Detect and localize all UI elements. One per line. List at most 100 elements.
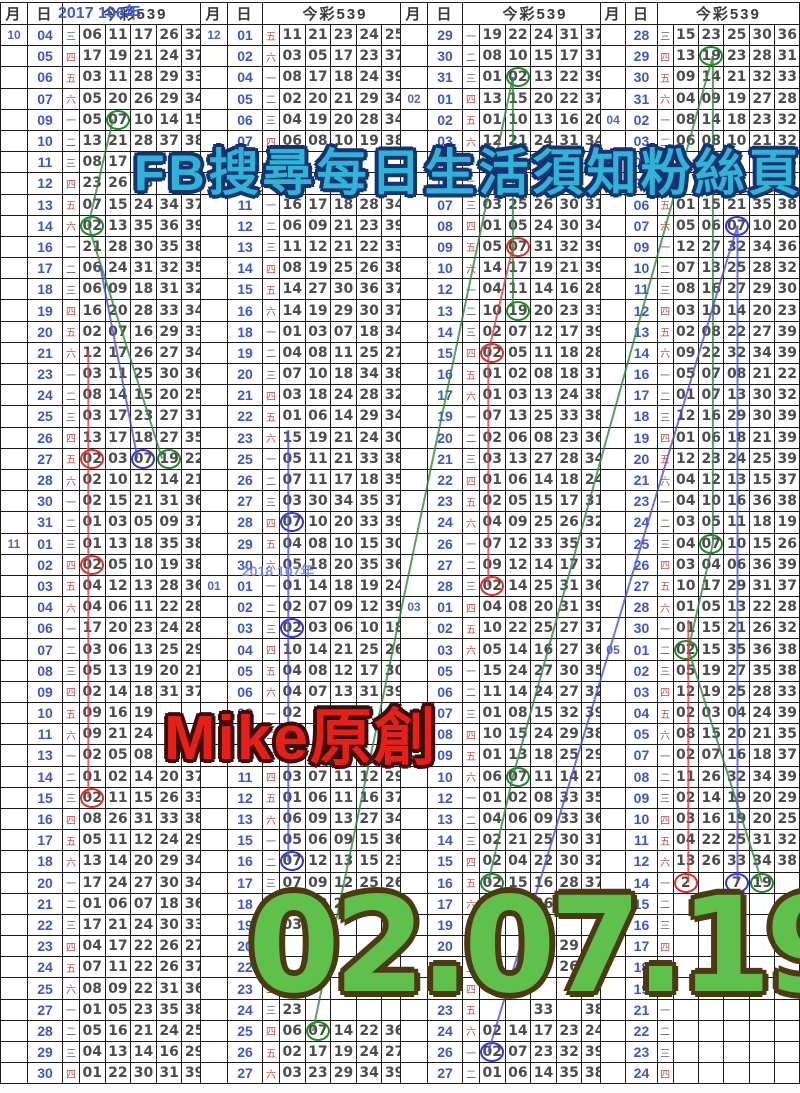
number-cell: 31	[155, 490, 183, 513]
circled-number: 02	[480, 1042, 505, 1062]
table-row: 13 六 06 09 13 27 34	[200, 807, 408, 831]
table-row: 24 二 03 05 11 18 19	[599, 511, 800, 534]
number-cell: 36	[774, 235, 800, 259]
weekday-cell: 五	[262, 151, 280, 174]
weekday-cell: 二	[656, 257, 674, 280]
number-cell: 24	[355, 66, 383, 89]
number-cell: 35	[748, 659, 776, 682]
month-cell	[200, 341, 228, 365]
month-cell	[200, 235, 228, 259]
table-row: 12 五 01 06 11 16 37	[200, 786, 408, 809]
day-cell: 17	[27, 829, 63, 852]
month-cell	[200, 553, 228, 576]
day-cell: 23	[625, 490, 658, 513]
number-cell: 05	[672, 214, 699, 237]
number-cell: 08	[279, 66, 306, 89]
day-cell: 01	[427, 596, 463, 619]
number-cell	[748, 1040, 776, 1064]
table-row: 08 四 01 05 24 30 34	[400, 214, 608, 237]
day-cell: 24	[227, 998, 263, 1021]
number-cell: 03	[279, 913, 306, 937]
circled-number: 19	[506, 300, 530, 321]
weekday-cell: 三	[62, 405, 80, 428]
weekday-cell: 四	[62, 426, 80, 449]
number-cell: 29	[555, 723, 583, 746]
number-cell: 12	[104, 574, 132, 598]
day-cell: 03	[27, 574, 63, 598]
number-cell: 06	[504, 426, 532, 449]
table-row: 02 二 02 07 09 12 39	[200, 596, 408, 619]
weekday-cell: 三	[462, 829, 480, 852]
month-cell	[0, 617, 28, 640]
day-cell: 22	[625, 1019, 658, 1043]
day-cell: 10	[625, 807, 658, 831]
weekday-cell: 六	[462, 638, 480, 661]
weekday-cell: 四	[62, 807, 80, 831]
weekday-cell: 三	[462, 447, 480, 470]
number-cell: 28	[748, 45, 776, 68]
day-cell: 02	[625, 659, 658, 682]
day-cell: 26	[427, 1040, 463, 1064]
number-cell: 22	[130, 935, 157, 958]
number-cell: 10	[697, 490, 725, 513]
month-cell	[400, 66, 428, 89]
weekday-cell: 四	[62, 1062, 80, 1085]
number-cell: 29	[155, 66, 183, 89]
table-row: 19 二 04 08 11 25 27	[200, 341, 408, 365]
number-cell: 07	[304, 1019, 332, 1043]
number-cell: 25	[723, 23, 750, 47]
number-cell: 16	[697, 278, 725, 301]
table-row: 16 六 14 19 29 30 37	[200, 299, 408, 322]
weekday-cell: 三	[262, 235, 280, 259]
day-cell: 10	[27, 701, 63, 725]
month-cell	[599, 384, 627, 407]
number-cell: 18	[748, 744, 776, 767]
table-row: 07 六 05 06 07 10 20	[599, 214, 800, 237]
day-cell: 28	[27, 468, 63, 492]
number-cell: 16	[697, 405, 725, 428]
number-cell: 29	[155, 87, 183, 110]
number-cell: 21	[330, 447, 357, 470]
weekday-cell: 一	[62, 490, 80, 513]
day-cell: 16	[27, 807, 63, 831]
table-row: 27 一 01 05 23 35 38	[0, 998, 208, 1021]
weekday-cell: 二	[462, 807, 480, 831]
number-cell: 31	[155, 977, 183, 1000]
number-cell: 33	[355, 511, 383, 534]
weekday-cell: 六	[262, 299, 280, 322]
number-cell: 12	[130, 468, 157, 492]
weekday-cell: 一	[656, 490, 674, 513]
number-cell: 16	[723, 490, 750, 513]
month-cell	[0, 701, 28, 725]
number-cell: 29	[155, 850, 183, 873]
month-cell	[200, 532, 228, 555]
number-cell: 02	[479, 320, 506, 343]
number-cell: 02	[79, 447, 106, 470]
number-cell: 01	[79, 1062, 106, 1085]
weekday-cell: 六	[62, 850, 80, 873]
number-cell: 30	[155, 913, 183, 937]
month-cell	[400, 45, 428, 68]
table-row: 14 四 08 19 25 26 38	[200, 257, 408, 280]
number-cell: 21	[104, 129, 132, 153]
table-row: 29 四 13 19 23 28 31	[599, 45, 800, 68]
month-cell	[200, 257, 228, 280]
circled-number: 19	[699, 46, 723, 66]
number-cell: 22	[774, 362, 800, 386]
number-cell: 19	[104, 45, 132, 68]
number-cell: 26	[155, 23, 183, 47]
day-cell: 03	[625, 680, 658, 704]
number-cell: 39	[774, 426, 800, 449]
number-cell: 03	[697, 701, 725, 725]
day-cell: 19	[227, 341, 263, 365]
number-cell: 19	[697, 45, 725, 68]
number-cell: 14	[504, 1019, 532, 1043]
number-cell: 24	[504, 659, 532, 682]
number-cell: 23	[79, 172, 106, 195]
number-cell: 29	[723, 405, 750, 428]
weekday-cell: 二	[462, 1062, 480, 1085]
day-cell: 21	[427, 447, 463, 470]
weekday-cell: 一	[462, 786, 480, 809]
number-cell: 10	[479, 617, 506, 640]
month-cell	[200, 447, 228, 470]
